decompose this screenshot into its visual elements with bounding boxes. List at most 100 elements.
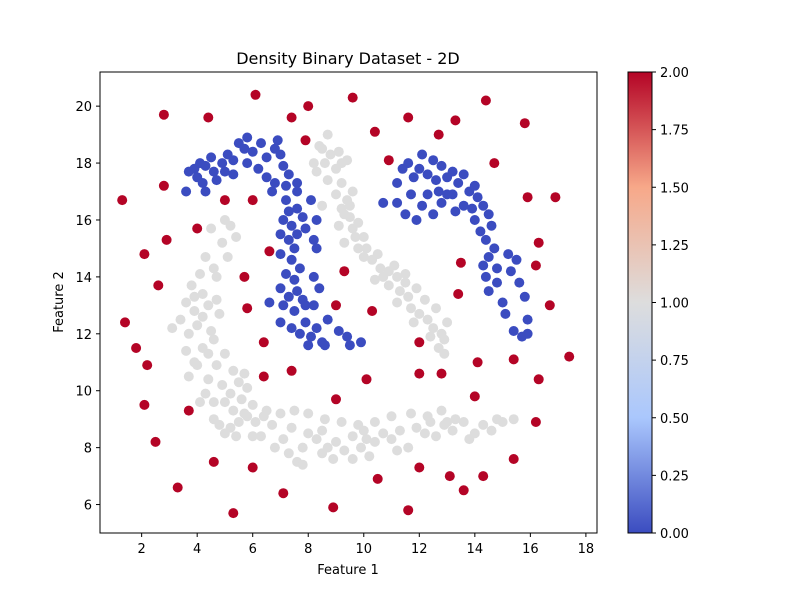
data-point — [197, 178, 208, 188]
x-axis-label: Feature 1 — [317, 563, 379, 578]
data-point — [522, 328, 533, 339]
data-point — [311, 243, 322, 254]
data-point — [258, 337, 269, 348]
data-point — [306, 195, 316, 206]
data-point — [228, 169, 239, 180]
data-point — [153, 280, 164, 291]
data-point — [286, 220, 297, 231]
data-point — [281, 269, 291, 279]
data-point — [403, 505, 414, 516]
data-point — [211, 175, 222, 186]
data-point — [233, 417, 244, 427]
y-tick-label: 10 — [75, 385, 92, 400]
data-point — [120, 317, 130, 328]
data-point — [131, 343, 142, 353]
data-point — [353, 217, 364, 228]
data-point — [256, 138, 266, 149]
data-point — [308, 234, 319, 245]
data-point — [455, 257, 466, 268]
data-point — [408, 317, 419, 328]
data-point — [247, 195, 258, 206]
data-point — [431, 175, 441, 186]
data-point — [322, 314, 333, 325]
data-point — [522, 314, 533, 325]
data-point — [239, 368, 250, 379]
data-point — [233, 377, 244, 388]
data-point — [253, 163, 264, 174]
data-point — [425, 331, 436, 342]
data-point — [117, 195, 128, 206]
data-point — [278, 434, 289, 445]
data-point — [372, 249, 383, 260]
data-point — [478, 200, 489, 211]
data-point — [275, 317, 286, 328]
data-point — [222, 252, 233, 262]
data-point — [181, 186, 192, 197]
data-point — [286, 112, 297, 123]
data-point — [533, 237, 544, 248]
plot-area — [100, 72, 597, 533]
data-point — [275, 229, 286, 240]
data-point — [283, 234, 294, 245]
data-point — [367, 306, 378, 316]
data-point — [219, 195, 230, 206]
data-point — [394, 425, 405, 436]
data-point — [406, 189, 416, 200]
data-point — [372, 473, 383, 484]
data-point — [486, 220, 497, 231]
data-point — [436, 368, 447, 379]
data-point — [139, 249, 150, 260]
data-point — [353, 243, 364, 254]
data-point — [269, 178, 280, 188]
data-point — [339, 266, 350, 277]
data-point — [206, 326, 217, 336]
x-axis: 2 4 6 8 10 12 14 16 18 — [138, 533, 595, 557]
data-point — [447, 189, 458, 200]
data-point — [530, 260, 541, 271]
data-point — [300, 223, 311, 234]
data-point — [433, 129, 444, 140]
data-point — [275, 408, 286, 419]
y-axis: 6 8 10 12 14 16 18 20 — [75, 100, 100, 514]
data-point — [411, 422, 422, 433]
data-point — [264, 246, 275, 257]
data-point — [447, 166, 458, 177]
data-point — [203, 300, 214, 311]
data-point — [414, 462, 425, 473]
data-point — [192, 223, 203, 234]
data-point — [439, 334, 450, 345]
data-point — [486, 425, 497, 436]
data-point — [403, 291, 414, 302]
data-point — [203, 348, 214, 359]
data-point — [211, 360, 222, 371]
data-point — [358, 425, 369, 436]
y-axis-label: Feature 2 — [52, 271, 67, 333]
data-point — [478, 260, 489, 271]
data-point — [533, 374, 544, 385]
data-point — [281, 195, 291, 206]
data-point — [228, 365, 239, 376]
data-point — [411, 215, 422, 225]
data-point — [428, 209, 439, 220]
data-point — [208, 166, 219, 177]
x-tick-label: 18 — [578, 542, 595, 557]
data-point — [247, 462, 258, 473]
data-point — [464, 434, 475, 445]
x-tick-label: 2 — [138, 542, 146, 557]
data-point — [378, 428, 389, 439]
data-point — [297, 442, 308, 453]
data-point — [283, 169, 294, 180]
data-point — [489, 243, 500, 254]
data-point — [400, 277, 411, 288]
data-point — [322, 175, 333, 186]
y-tick-label: 14 — [75, 271, 92, 286]
data-point — [458, 200, 469, 211]
data-point — [347, 92, 358, 103]
data-point — [369, 436, 380, 447]
data-point — [208, 263, 219, 274]
data-point — [386, 411, 397, 422]
data-point — [328, 502, 339, 513]
y-tick-label: 18 — [75, 157, 92, 172]
data-point — [308, 158, 319, 169]
data-point — [269, 442, 280, 453]
